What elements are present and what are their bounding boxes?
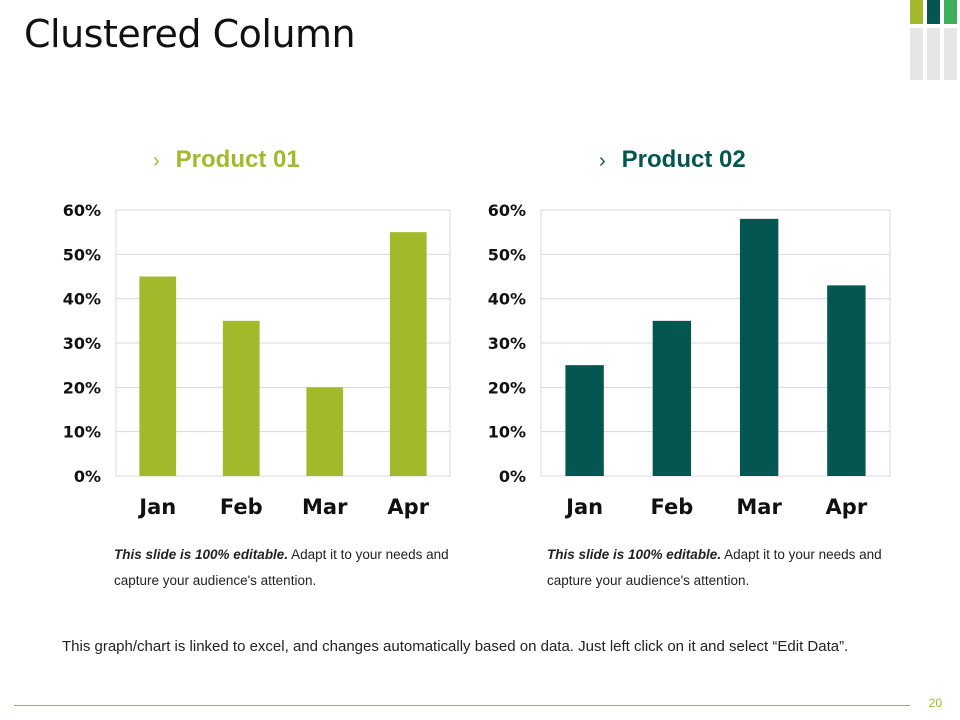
x-tick-label: Mar (302, 495, 348, 519)
deco-bar-teal (927, 0, 940, 24)
y-tick-label: 10% (63, 423, 101, 442)
bar-feb[interactable]: Feb: 35% (222, 320, 260, 476)
y-tick-label: 40% (63, 290, 101, 309)
plot-area (540, 209, 891, 477)
y-tick-label: 0% (499, 467, 526, 486)
chart-2-note: This slide is 100% editable. Adapt it to… (547, 542, 887, 594)
x-tick-label: Jan (137, 495, 176, 519)
x-tick-label: Mar (736, 495, 782, 519)
y-tick-label: 0% (74, 467, 101, 486)
bar-jan[interactable]: Jan: 25% (565, 365, 604, 476)
y-tick-label: 30% (63, 334, 101, 353)
y-tick-label: 20% (63, 378, 101, 397)
deco-bar-grey-3 (944, 28, 957, 80)
chart-2-note-bold: This slide is 100% editable. (547, 547, 722, 562)
bar-mar[interactable]: Mar: 20% (306, 387, 344, 476)
deco-bar-light-green (944, 0, 957, 24)
chart-1-note-bold: This slide is 100% editable. (114, 547, 289, 562)
bar-jan[interactable]: Jan: 45% (139, 276, 177, 477)
chart-1[interactable]: 0% 10% 20% 30% 40% 50% 60% Jan: 45% Jan Feb: 35% F… (0, 195, 470, 530)
x-tick-label: Apr (826, 495, 868, 519)
footer-note: This graph/chart is linked to excel, and… (62, 638, 849, 655)
chart-1-note: This slide is 100% editable. Adapt it to… (114, 542, 454, 594)
bottom-divider (14, 705, 910, 706)
x-tick-label: Feb (220, 495, 263, 519)
y-tick-label: 10% (488, 423, 526, 442)
y-tick-label: 60% (63, 201, 101, 220)
chart-1-title: Product 01 (175, 146, 300, 173)
chart-2[interactable]: 0% 10% 20% 30% 40% 50% 60% Jan: 25% Jan Feb: 35% F… (470, 195, 940, 530)
deco-bar-grey-2 (927, 28, 940, 80)
corner-decoration (910, 0, 957, 80)
chart-2-heading: › Product 02 (599, 146, 746, 174)
y-tick-label: 60% (488, 201, 526, 220)
bar-feb[interactable]: Feb: 35% (652, 320, 692, 476)
plot-area (115, 209, 451, 477)
chevron-right-icon: › (153, 150, 160, 172)
bar-apr[interactable]: Apr: 43% (827, 285, 866, 476)
chart-2-note-text: Adapt it to your needs and capture your … (547, 547, 882, 588)
y-tick-label: 20% (488, 378, 526, 397)
y-tick-label: 40% (488, 290, 526, 309)
x-tick-label: Feb (650, 495, 693, 519)
bar-apr[interactable]: Apr: 55% (389, 232, 427, 476)
chart-1-heading: › Product 01 (153, 146, 300, 174)
chart-2-title: Product 02 (621, 146, 746, 173)
deco-bar-grey-1 (910, 28, 923, 80)
y-tick-label: 50% (63, 245, 101, 264)
y-tick-label: 30% (488, 334, 526, 353)
x-tick-label: Apr (387, 495, 429, 519)
page-number: 20 (928, 696, 942, 710)
slide-title: Clustered Column (24, 12, 356, 56)
deco-bar-green (910, 0, 923, 24)
chevron-right-icon: › (599, 150, 606, 172)
bar-mar[interactable]: Mar: 58% (739, 218, 779, 476)
y-tick-label: 50% (488, 245, 526, 264)
x-tick-label: Jan (564, 495, 603, 519)
chart-1-note-text: Adapt it to your needs and capture your … (114, 547, 449, 588)
